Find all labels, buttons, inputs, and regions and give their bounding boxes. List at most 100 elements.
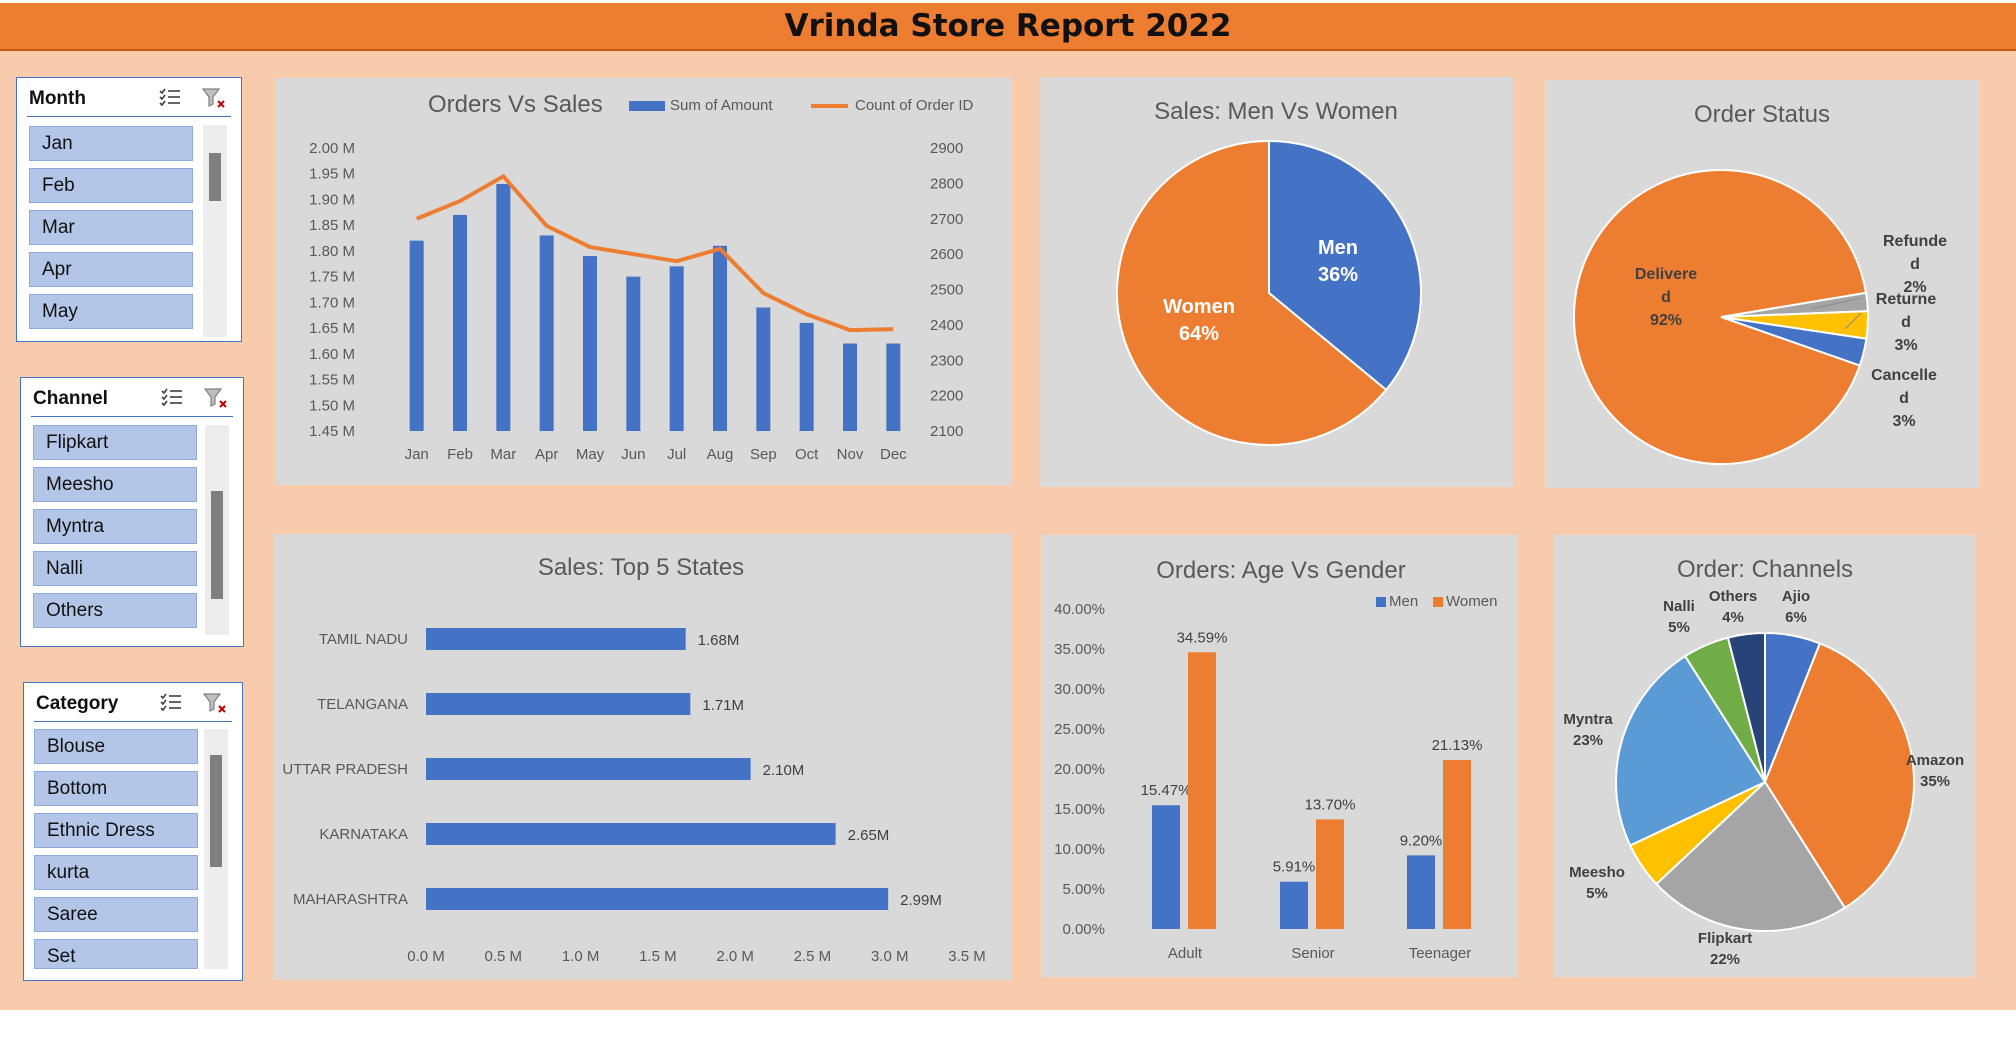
y-tick-label: 20.00% [1054,761,1105,778]
leader-line [1844,312,1862,330]
y-left-tick-label: 1.85 M [309,217,355,234]
bar-senior-men [1280,881,1308,929]
slicer-item-flipkart[interactable]: Flipkart [33,425,197,460]
slicer-item-jan[interactable]: Jan [29,126,193,161]
slicer-item-apr[interactable]: Apr [29,252,193,287]
slicer-item-mar[interactable]: Mar [29,210,193,245]
multi-select-icon[interactable] [160,692,182,712]
multi-select-icon[interactable] [161,387,183,407]
x-tick-label: Jan [405,446,429,463]
x-tick-label: Jun [621,446,645,463]
slice-name-refunded: Refunde [1883,233,1947,250]
x-tick-label: Teenager [1409,945,1472,962]
y-right-tick-label: 2100 [930,423,963,440]
slice-pct-refunded: 2% [1903,279,1926,296]
slice-name-delivered: d [1661,289,1671,306]
age-vs-gender-chart[interactable]: Orders: Age Vs Gender Men Women 0.00% 5.00% 1… [1041,535,1518,977]
slicer-item-blouse[interactable]: Blouse [34,729,198,764]
x-tick-label: Nov [837,446,864,463]
slice-pct-delivered: 92% [1650,312,1682,329]
y-tick-label: 0.00% [1062,921,1105,938]
bar-karnataka [426,823,836,845]
x-tick-label: Feb [447,446,473,463]
slicer-item-set[interactable]: Set [34,939,198,969]
scroll-thumb[interactable] [211,491,223,599]
slice-name-delivered: Delivere [1635,266,1697,283]
y-right-tick-label: 2800 [930,175,963,192]
slicer-item-feb[interactable]: Feb [29,168,193,203]
data-label-telangana: 1.71M [702,697,744,714]
bar-apr [539,235,554,431]
bar-tamil-nadu [426,628,686,650]
pie-slice-men [1268,139,1422,392]
x-tick-label: Adult [1168,945,1203,962]
slice-name-cancelled: d [1899,390,1909,407]
month-slicer[interactable]: Month Jan Feb Mar Apr May [16,77,242,342]
data-label-senior-men: 5.91% [1273,859,1316,876]
clear-filter-icon[interactable] [203,386,229,410]
x-tick-label: 1.5 M [639,948,677,965]
category-slicer[interactable]: Category Blouse Bottom Ethnic Dress kurt… [23,682,243,981]
data-label-uttar-pradesh: 2.10M [763,762,805,779]
x-tick-label: Oct [795,446,819,463]
y-left-tick-label: 1.90 M [309,191,355,208]
channel-slicer-title: Channel [33,388,108,409]
y-tick-label: MAHARASHTRA [293,891,408,908]
slicer-item-ethnic-dress[interactable]: Ethnic Dress [34,813,198,848]
slicer-item-bottom[interactable]: Bottom [34,771,198,806]
x-tick-label: 1.0 M [562,948,600,965]
y-left-tick-label: 1.50 M [309,397,355,414]
scroll-thumb[interactable] [209,153,221,201]
slice-pct-nalli: 5% [1668,619,1690,636]
legend-swatch-women [1433,597,1443,607]
month-slicer-header: Month [27,78,231,117]
slicer-item-nalli[interactable]: Nalli [33,551,197,586]
slicer-item-others[interactable]: Others [33,593,197,628]
slicer-item-meesho[interactable]: Meesho [33,467,197,502]
slice-pct-ajio: 6% [1785,609,1807,626]
legend-label-men: Men [1389,593,1418,610]
slice-name-flipkart: Flipkart [1698,930,1752,947]
y-right-tick-label: 2900 [930,140,963,157]
month-slicer-scrollbar[interactable] [203,125,227,337]
channel-slicer[interactable]: Channel Flipkart Meesho Myntra Nalli Oth… [20,377,244,647]
slicer-item-may[interactable]: May [29,294,193,329]
legend-label-amount: Sum of Amount [670,97,773,114]
slice-name-others: Others [1709,588,1757,605]
chart-title: Orders Vs Sales [428,91,603,118]
order-status-chart[interactable]: Order Status Refunde d 2% Returne d 3% Cancelle… [1545,80,1979,488]
slice-name-myntra: Myntra [1563,711,1613,728]
y-right-tick-label: 2200 [930,388,963,405]
clear-filter-icon[interactable] [201,86,227,110]
x-tick-label: Aug [707,446,734,463]
x-tick-label: 3.0 M [871,948,909,965]
y-left-tick-label: 1.75 M [309,269,355,286]
clear-filter-icon[interactable] [202,691,228,715]
x-tick-label: 0.5 M [485,948,523,965]
slicer-item-myntra[interactable]: Myntra [33,509,197,544]
men-vs-women-chart[interactable]: Sales: Men Vs Women Men 36% Women 64% [1040,77,1513,487]
category-slicer-title: Category [36,693,119,714]
orders-vs-sales-chart[interactable]: Orders Vs Sales Sum of Amount Count of Ord… [275,78,1011,485]
bar-teenager-men [1407,855,1435,929]
channel-slicer-header: Channel [31,378,233,417]
y-left-tick-label: 1.70 M [309,294,355,311]
slicer-item-saree[interactable]: Saree [34,897,198,932]
slice-pct-flipkart: 22% [1710,951,1740,968]
slicer-item-kurta[interactable]: kurta [34,855,198,890]
y-tick-label: UTTAR PRADESH [282,761,408,778]
y-left-tick-label: 1.95 M [309,166,355,183]
x-tick-label: 2.0 M [716,948,754,965]
bar-jul [669,266,684,431]
top-5-states-chart[interactable]: Sales: Top 5 States TAMIL NADU 1.68M TELANG… [274,534,1012,980]
multi-select-icon[interactable] [159,87,181,107]
category-slicer-scrollbar[interactable] [204,729,228,969]
scroll-thumb[interactable] [210,755,222,867]
chart-title: Sales: Top 5 States [538,554,744,581]
orders-line [415,174,894,333]
order-channels-chart[interactable]: Order: Channels Ajio 6% Amazon 35% Flipkart 22… [1554,535,1976,977]
y-left-tick-label: 1.55 M [309,372,355,389]
channel-slicer-scrollbar[interactable] [205,425,229,635]
slice-name-men: Men [1318,237,1358,259]
slice-name-refunded: d [1910,256,1920,273]
